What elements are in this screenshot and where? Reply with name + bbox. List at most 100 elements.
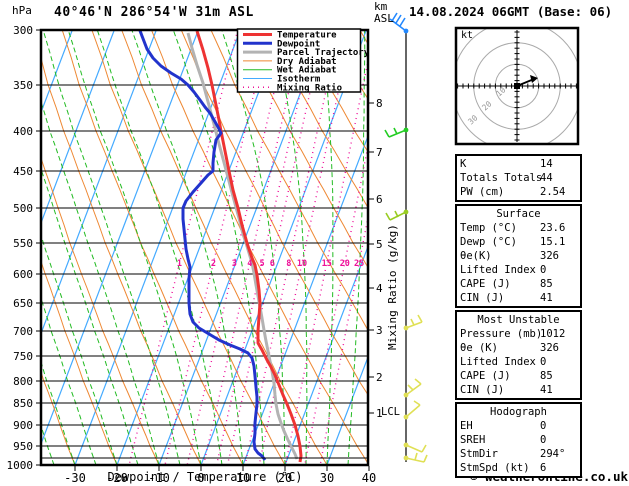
plot-border bbox=[39, 28, 370, 467]
stats-row: StmDir 294° bbox=[460, 447, 577, 461]
dry-adiabat-line bbox=[240, 30, 368, 269]
altitude-tick-label: 6 bbox=[376, 193, 383, 206]
wet-adiabat-line bbox=[41, 360, 76, 465]
mixing-ratio-value-label: 3 bbox=[232, 259, 237, 269]
stats-value: 2.54 bbox=[540, 186, 566, 198]
hodograph-ring-label: 10 bbox=[494, 85, 507, 98]
temperature-tick-label: 40 bbox=[362, 471, 376, 485]
pressure-tick-label: 800 bbox=[13, 375, 33, 388]
stats-box-indices: K 14 Totals Totals 44 PW (cm) 2.54 bbox=[455, 154, 582, 202]
wet-adiabat-line bbox=[67, 30, 202, 465]
wind-barb bbox=[403, 378, 422, 398]
wind-barb-line bbox=[413, 400, 421, 406]
mixing-ratio-line bbox=[202, 30, 304, 465]
stats-label: Temp (°C) bbox=[460, 222, 517, 234]
wind-barb bbox=[385, 209, 409, 221]
temperature-tick-label: -10 bbox=[148, 471, 170, 485]
pressure-tick-label: 500 bbox=[13, 202, 33, 215]
background-grid bbox=[41, 30, 368, 465]
stats-value: 326 bbox=[540, 250, 559, 262]
wind-barb bbox=[403, 400, 421, 420]
stats-label: SREH bbox=[460, 434, 486, 446]
mixing-ratio-value-label: 8 bbox=[286, 259, 291, 269]
isotherm-line bbox=[41, 30, 73, 115]
wind-barb-line bbox=[405, 404, 421, 418]
stats-row: CIN (J) 41 bbox=[460, 291, 577, 305]
stats-value: 0 bbox=[540, 434, 547, 446]
wind-barb-line bbox=[395, 14, 402, 24]
pressure-tick-label: 900 bbox=[13, 419, 33, 432]
hodograph-border bbox=[454, 26, 580, 146]
stats-row: Lifted Index 0 bbox=[460, 355, 577, 369]
stats-row: StmSpd (kt) 6 bbox=[460, 461, 577, 475]
pressure-tick-label: 650 bbox=[13, 297, 33, 310]
stats-label: CAPE (J) bbox=[460, 278, 511, 290]
isotherm-line bbox=[41, 30, 157, 336]
stats-label: PW (cm) bbox=[460, 186, 505, 198]
legend-label: Parcel Trajectory bbox=[277, 47, 370, 58]
wind-barb bbox=[403, 442, 427, 453]
temperature-tick-label: 10 bbox=[236, 471, 250, 485]
legend-label: Mixing Ratio bbox=[277, 82, 342, 93]
wind-barb-dot bbox=[403, 392, 409, 398]
altitude-tick-label: 4 bbox=[376, 282, 383, 295]
stats-section-title: Most Unstable bbox=[477, 314, 560, 326]
stats-row: Lifted Index 0 bbox=[460, 263, 577, 277]
stats-value: 85 bbox=[540, 370, 553, 382]
pressure-tick-label: 300 bbox=[13, 24, 33, 37]
stats-box-most-unstable: Most Unstable Pressure (mb) 1012 θe (K) 326 L… bbox=[455, 310, 582, 400]
stats-row: θe(K) 326 bbox=[460, 249, 577, 263]
mixing-ratio-value-label: 6 bbox=[270, 259, 275, 269]
pressure-tick-label: 400 bbox=[13, 125, 33, 138]
wind-barb-line bbox=[423, 454, 428, 463]
altitude-tick-label: 2 bbox=[376, 371, 383, 384]
hodograph-unit-label: kt bbox=[461, 30, 474, 41]
wind-barb-line bbox=[399, 17, 406, 27]
stats-row: EH 0 bbox=[460, 419, 577, 433]
wind-barb-dot bbox=[403, 455, 409, 461]
mixing-ratio-value-label: 10 bbox=[297, 259, 307, 269]
mixing-ratio-value-label: 5 bbox=[260, 259, 265, 269]
wind-barb-dot bbox=[403, 28, 409, 34]
isotherm-line bbox=[116, 30, 283, 465]
stats-label: Totals Totals bbox=[460, 172, 543, 184]
stats-value: 44 bbox=[540, 172, 553, 184]
stats-value: 0 bbox=[540, 264, 547, 276]
wet-adiabat-line bbox=[42, 30, 181, 465]
altitude-tick-label: 1 bbox=[376, 407, 383, 420]
stats-row: SREH 0 bbox=[460, 433, 577, 447]
isotherm-line bbox=[326, 355, 368, 465]
stats-row: K 14 bbox=[460, 157, 577, 171]
stats-value: 1012 bbox=[540, 328, 566, 340]
stats-label: Pressure (mb) bbox=[460, 328, 543, 340]
altitude-tick-label: 8 bbox=[376, 97, 383, 110]
wind-barb-line bbox=[421, 444, 427, 453]
stats-label: CIN (J) bbox=[460, 384, 505, 396]
pressure-tick-label: 600 bbox=[13, 268, 33, 281]
pressure-tick-label: 950 bbox=[13, 440, 33, 453]
stats-label: θe (K) bbox=[460, 342, 498, 354]
altitude-tick-label: 7 bbox=[376, 146, 383, 159]
dry-adiabat-line bbox=[121, 30, 328, 465]
wind-barb-line bbox=[414, 452, 418, 461]
altitude-unit-label: km ASL bbox=[374, 1, 394, 25]
stats-row: CIN (J) 41 bbox=[460, 383, 577, 397]
stats-label: K bbox=[460, 158, 467, 170]
pressure-tick-label: 750 bbox=[13, 350, 33, 363]
stats-box-surface: Surface Temp (°C) 23.6 Dewp (°C) 15.1 θe(K) 32… bbox=[455, 204, 582, 308]
mixing-ratio-axis-label: Mixing Ratio (g/kg) bbox=[386, 224, 399, 350]
stats-row: Dewp (°C) 15.1 bbox=[460, 235, 577, 249]
hodograph-ring-label: 30 bbox=[466, 113, 479, 126]
wind-barb bbox=[403, 314, 423, 331]
mixing-ratio-value-label: 15 bbox=[322, 259, 332, 269]
wind-barb-dot bbox=[403, 325, 409, 331]
altitude-tick-label: 3 bbox=[376, 324, 383, 337]
legend-label: Wet Adiabat bbox=[277, 65, 337, 76]
stats-row: CAPE (J) 85 bbox=[460, 369, 577, 383]
stats-section-title: Hodograph bbox=[490, 406, 547, 418]
date-label: 14.08.2024 06GMT (Base: 06) bbox=[409, 4, 613, 19]
